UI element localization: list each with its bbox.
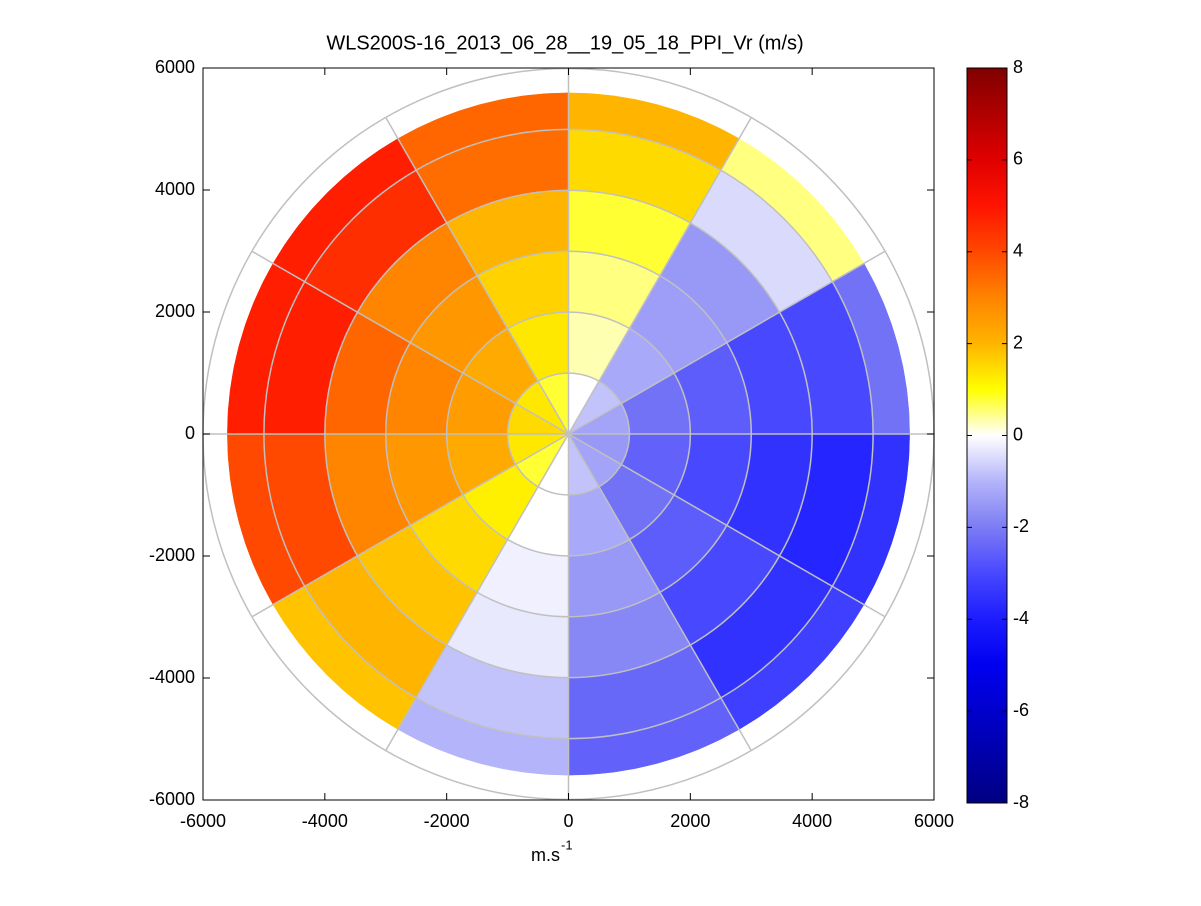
- azimuth-spoke: [568, 433, 886, 618]
- colorbar-tick-label: 6: [1013, 149, 1023, 169]
- x-tick-label: -4000: [302, 811, 348, 831]
- colorbar-tick-label: -4: [1013, 608, 1029, 628]
- colorbar-tick-label: 8: [1013, 57, 1023, 77]
- azimuth-spoke: [567, 433, 752, 751]
- azimuth-spoke: [251, 433, 569, 618]
- azimuth-spoke: [568, 250, 886, 435]
- colorbar-tick-label: 0: [1013, 424, 1023, 444]
- colorbar-tick-label: 2: [1013, 332, 1023, 352]
- azimuth-spoke: [385, 433, 570, 751]
- colorbar-tick-label: -8: [1013, 792, 1029, 812]
- y-tick-label: -4000: [149, 667, 195, 687]
- colorbar: [966, 67, 1008, 804]
- azimuth-spoke: [567, 117, 752, 435]
- x-tick-label: -2000: [424, 811, 470, 831]
- colorbar-tick-label: -6: [1013, 700, 1029, 720]
- y-tick-label: -6000: [149, 789, 195, 809]
- x-axis-label-superscript: -1: [561, 837, 573, 852]
- x-tick-label: 0: [563, 811, 573, 831]
- azimuth-spoke: [251, 250, 569, 435]
- colorbar-tick-label: 4: [1013, 241, 1023, 261]
- chart-title: WLS200S-16_2013_06_28__19_05_18_PPI_Vr (…: [326, 32, 803, 54]
- x-tick-label: 4000: [792, 811, 832, 831]
- y-tick-label: 0: [185, 423, 195, 443]
- x-tick-label: 2000: [670, 811, 710, 831]
- x-axis-label: m.s: [531, 845, 560, 865]
- x-tick-label: -6000: [180, 811, 226, 831]
- y-tick-label: 6000: [155, 57, 195, 77]
- azimuth-spoke: [385, 117, 570, 435]
- y-tick-label: 2000: [155, 301, 195, 321]
- y-tick-label: -2000: [149, 545, 195, 565]
- colorbar-tick-label: -2: [1013, 516, 1029, 536]
- x-tick-label: 6000: [914, 811, 954, 831]
- y-tick-label: 4000: [155, 179, 195, 199]
